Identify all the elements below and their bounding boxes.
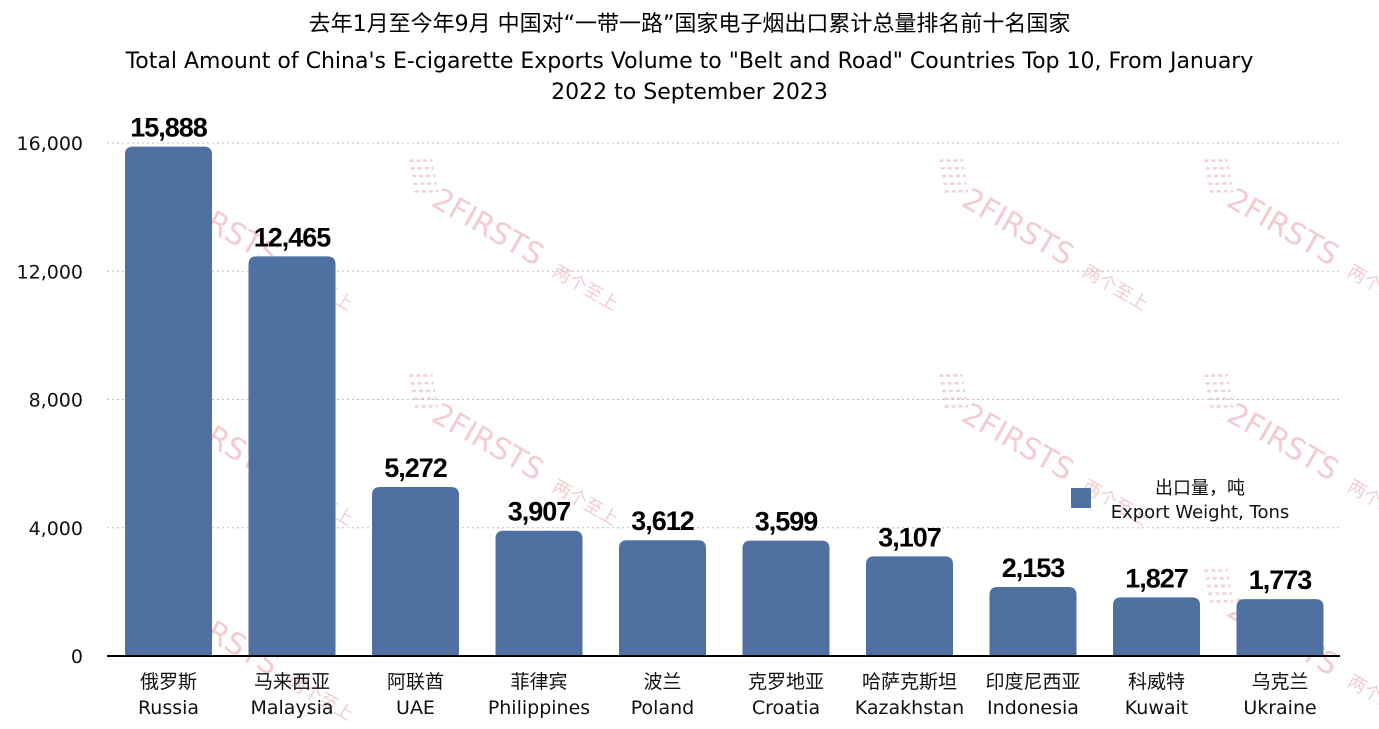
bar-croatia [742,540,830,656]
bar-malaysia [248,256,336,656]
svg-text:2FIRSTS: 2FIRSTS [1221,182,1345,274]
chart-title-en-line1: Total Amount of China's E-cigarette Expo… [125,49,1254,74]
value-label: 3,612 [631,506,694,536]
svg-text:两个至上: 两个至上 [1344,671,1379,725]
x-tick-label-zh: 波兰 [643,671,681,693]
x-tick-label-zh: 印度尼西亚 [985,671,1080,693]
legend-label-zh: 出口量，吨 [1155,478,1245,499]
bar-kazakhstan [866,556,953,656]
svg-text:2FIRSTS: 2FIRSTS [956,182,1080,274]
bar-philippines [495,530,583,656]
svg-text:两个至上: 两个至上 [549,261,622,315]
svg-text:2FIRSTS: 2FIRSTS [1221,397,1345,489]
x-tick-label-en: Ukraine [1243,697,1316,719]
x-tick-label-zh: 哈萨克斯坦 [862,671,957,693]
svg-text:两个至上: 两个至上 [1344,261,1379,315]
x-tick-label-en: UAE [396,697,435,719]
y-tick-label: 4,000 [29,518,83,540]
value-label: 3,907 [508,497,571,527]
value-label: 1,827 [1125,563,1188,593]
value-label: 5,272 [384,453,447,483]
x-tick-label-zh: 阿联酋 [387,671,444,693]
value-label: 15,888 [130,113,208,143]
y-tick-label: 8,000 [29,390,83,412]
chart-title-zh: 去年1月至今年9月 中国对“一带一路”国家电子烟出口累计总量排名前十名国家 [308,12,1071,37]
x-tick-label-en: Malaysia [250,697,333,719]
y-tick-label: 16,000 [17,133,83,155]
y-tick-label: 12,000 [17,261,83,283]
x-tick-label-zh: 克罗地亚 [748,671,824,693]
value-label: 1,773 [1249,565,1313,595]
x-tick-label-zh: 乌克兰 [1251,671,1308,693]
legend: 出口量，吨 Export Weight, Tons [1071,478,1289,523]
svg-text:两个至上: 两个至上 [1344,476,1379,530]
y-tick-label: 0 [71,646,83,668]
x-tick-label-zh: 马来西亚 [254,671,330,693]
x-axis: 俄罗斯 Russia 马来西亚 Malaysia 阿联酋 UAE 菲律宾 Philippine… [107,655,1340,719]
value-label: 2,153 [1002,553,1066,583]
value-label: 12,465 [254,222,332,252]
bar-ukraine [1236,599,1324,656]
x-tick-label-en: Russia [138,697,199,719]
bar-poland [619,540,706,656]
x-tick-label-zh: 菲律宾 [510,671,567,693]
x-tick-label-en: Philippines [488,697,590,719]
value-label: 3,599 [755,507,819,537]
value-labels: 15,888 12,465 5,272 3,907 3,612 3,599 3,107 2,1… [130,113,1313,596]
bar-kuwait [1113,597,1200,656]
x-tick-label-zh: 俄罗斯 [140,671,197,693]
bar-russia [125,146,212,656]
svg-text:2FIRSTS: 2FIRSTS [426,182,550,274]
legend-swatch [1071,488,1091,508]
x-tick-label-en: Kazakhstan [855,697,964,719]
svg-text:两个至上: 两个至上 [1079,261,1152,315]
bar-indonesia [989,586,1077,656]
x-tick-label-zh: 科威特 [1128,671,1185,693]
y-axis: 0 4,000 8,000 12,000 16,000 [17,133,83,668]
value-label: 3,107 [878,522,941,552]
legend-label-en: Export Weight, Tons [1111,502,1290,523]
x-tick-label-en: Indonesia [987,697,1079,719]
bar-uae [372,486,459,656]
svg-text:2FIRSTS: 2FIRSTS [956,397,1080,489]
x-tick-label-en: Poland [631,697,694,719]
chart-title-en-line2: 2022 to September 2023 [551,80,828,105]
bars [125,146,1324,656]
x-tick-label-en: Kuwait [1125,697,1188,719]
x-tick-label-en: Croatia [752,697,820,719]
